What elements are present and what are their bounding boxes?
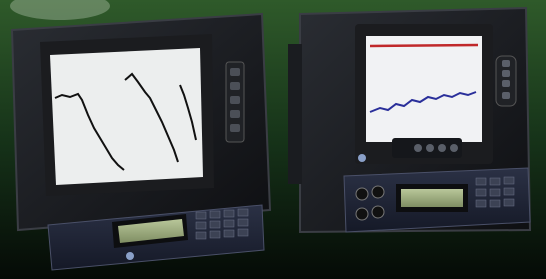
body: (() => { const data = JSON.parse(documen…: [0, 0, 546, 279]
right-lcd: [401, 189, 463, 207]
right-keypad: [476, 177, 514, 207]
left-recorder: [12, 14, 270, 270]
right-screen: [366, 36, 482, 142]
right-handle: [288, 44, 302, 184]
left-logo: [126, 252, 134, 260]
photo: [0, 0, 546, 279]
right-trace-red: [370, 45, 478, 46]
left-screen: [50, 48, 203, 185]
page: Recorders {} html, body { margin: 0; pad…: [0, 0, 546, 279]
right-recorder: [288, 8, 530, 232]
right-logo: [358, 154, 366, 162]
